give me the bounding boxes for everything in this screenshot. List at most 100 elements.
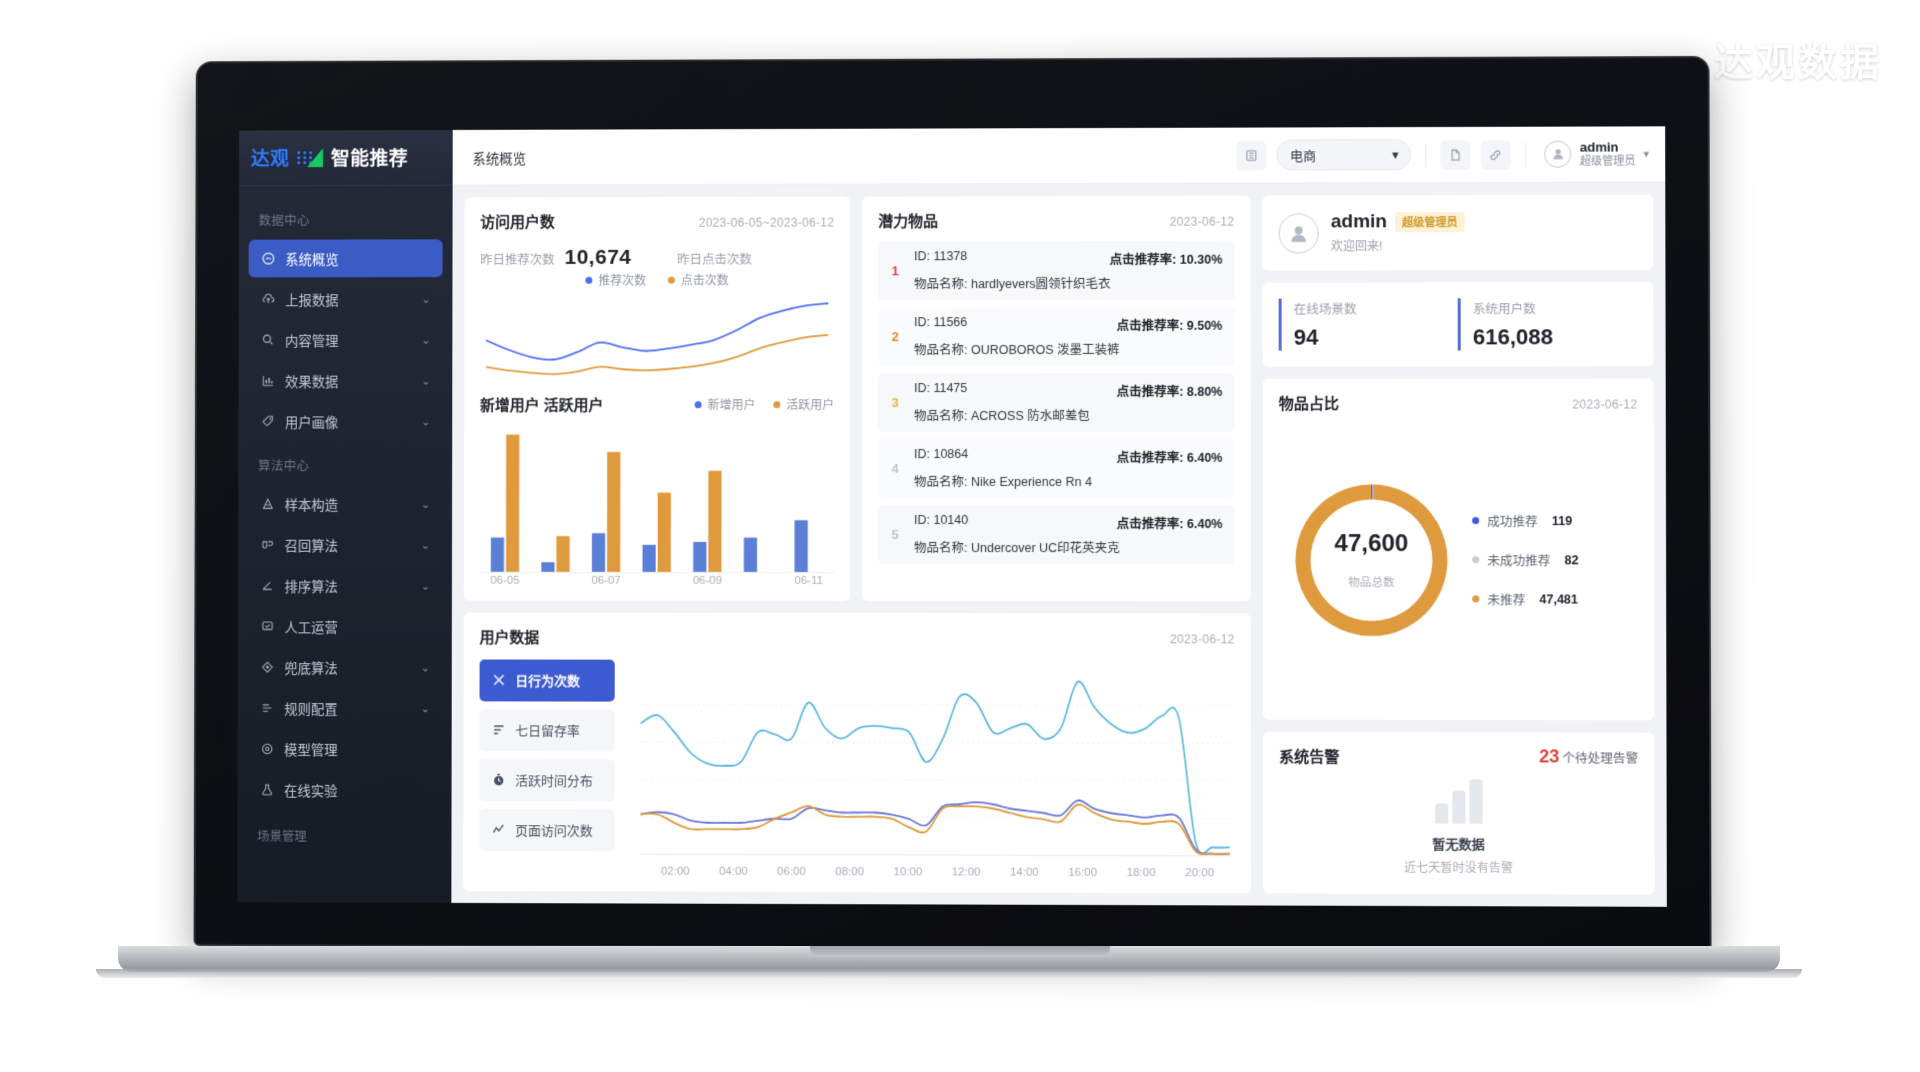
bar-title-new: 新增用户: [479, 397, 540, 415]
sidebar-item-内容管理[interactable]: 内容管理 ⌄: [248, 321, 442, 359]
dashboard-grid: 访问用户数 2023-06-05~2023-06-12 昨日推荐次数 10,67…: [451, 183, 1666, 907]
sidebar-item-上报数据[interactable]: 上报数据 ⌄: [249, 280, 443, 318]
list-item[interactable]: 2 ID: 11566 点击推荐率: 9.50% 物品名称: OUROBOROS 泼墨…: [878, 306, 1235, 367]
sidebar-item-人工运营[interactable]: 人工运营: [248, 607, 442, 645]
scene-select[interactable]: 电商 ▾: [1276, 139, 1412, 171]
main-area: 系统概览 电商 ▾: [451, 126, 1667, 907]
tab-页面访问次数[interactable]: 页面访问次数: [479, 808, 615, 852]
legend-label: 点击次数: [680, 273, 729, 288]
manual-ops-icon: [260, 619, 275, 634]
topbar: 系统概览 电商 ▾: [452, 126, 1666, 186]
legend-label: 成功推荐: [1487, 515, 1538, 530]
list-item[interactable]: 5 ID: 10140 点击推荐率: 6.40% 物品名称: Undercover U…: [878, 504, 1235, 565]
list-item[interactable]: 3 ID: 11475 点击推荐率: 8.80% 物品名称: ACROSS 防水邮差包: [878, 372, 1235, 433]
donut-center-label: 47,600 物品总数: [1287, 475, 1456, 644]
card-title: 系统告警: [1279, 748, 1340, 767]
laptop-foot: [96, 969, 1802, 978]
recall-icon: [260, 537, 275, 552]
alert-count-suffix: 个待处理告警: [1562, 751, 1639, 766]
link-icon[interactable]: [1481, 139, 1512, 170]
experiment-icon: [259, 782, 274, 797]
topbar-actions: 电商 ▾: [1236, 138, 1650, 171]
sample-icon: [260, 497, 275, 512]
axis-tick: 14:00: [1009, 866, 1039, 879]
kpi-label-recommend: 昨日推荐次数: [480, 253, 555, 268]
legend-value: 119: [1551, 513, 1573, 528]
sidebar-item-用户画像[interactable]: 用户画像 ⌄: [248, 402, 442, 440]
kpi-row: 昨日推荐次数 10,674 昨日点击次数: [480, 245, 834, 270]
empty-state: 暂无数据 近七天暂时没有告警: [1279, 767, 1638, 881]
sidebar-item-样本构造[interactable]: 样本构造 ⌄: [248, 485, 442, 523]
laptop-base-notch: [810, 946, 1110, 957]
user-behavior-svg: [628, 659, 1234, 865]
sidebar-logo[interactable]: 达观 智能推荐: [238, 129, 453, 187]
item-body: ID: 10864 点击推荐率: 6.40% 物品名称: Nike Experien…: [914, 447, 1223, 490]
legend-dot: [585, 276, 593, 284]
grid-icon[interactable]: [1236, 140, 1267, 171]
sidebar-nav: 数据中心 系统概览: [237, 186, 452, 903]
avatar: [1544, 140, 1572, 168]
legend-item: 成功推荐 119: [1472, 511, 1578, 530]
tab-活跃时间分布[interactable]: 活跃时间分布: [479, 758, 615, 802]
empty-subtitle: 近七天暂时没有告警: [1404, 860, 1514, 876]
card-title: 用户数据: [479, 629, 540, 647]
list-item[interactable]: 1 ID: 11378 点击推荐率: 10.30% 物品名称: hardlyevers…: [878, 240, 1235, 301]
legend-dot: [694, 401, 702, 409]
item-rank: 4: [891, 461, 899, 477]
item-body: ID: 11475 点击推荐率: 8.80% 物品名称: ACROSS 防水邮差包: [914, 381, 1222, 424]
new-active-users-bar-chart: [480, 419, 834, 573]
brand-watermark: 达观数据 DATA GRAND: [1714, 44, 1882, 110]
visit-sparkline-svg: [480, 292, 834, 384]
user-data-tabs: 日行为次数 七日留存率: [479, 659, 615, 877]
item-id-row: ID: 11378 点击推荐率: 10.30%: [914, 249, 1222, 269]
sidebar-item-兜底算法[interactable]: 兜底算法 ⌄: [248, 648, 442, 686]
card-date: 2023-06-12: [1572, 397, 1638, 412]
item-rate: 点击推荐率: 9.50%: [1116, 318, 1223, 333]
breadcrumb: 系统概览: [472, 151, 527, 167]
tab-label: 活跃时间分布: [515, 773, 593, 789]
tab-七日留存率[interactable]: 七日留存率: [479, 708, 615, 752]
user-data-body: 日行为次数 七日留存率: [479, 659, 1235, 879]
nav-group-algo-center: 算法中心: [258, 459, 310, 474]
axis-tick: [733, 574, 784, 586]
card-header: 访问用户数 2023-06-05~2023-06-12: [480, 211, 834, 233]
user-menu[interactable]: admin 超级管理员 ▾: [1541, 139, 1650, 168]
sidebar-item-在线实验[interactable]: 在线实验: [247, 771, 441, 809]
welcome-subtitle: 欢迎回来!: [1330, 239, 1383, 254]
card-date-range: 2023-06-05~2023-06-12: [698, 215, 835, 230]
axis-tick: [631, 574, 682, 586]
stat-value: 94: [1293, 324, 1319, 350]
sidebar-item-效果数据[interactable]: 效果数据 ⌄: [248, 362, 442, 400]
item-name: 物品名称: Undercover UC印花英夹克: [914, 540, 1120, 556]
axis-tick: [530, 574, 581, 586]
document-icon[interactable]: [1440, 139, 1472, 170]
stat-label: 系统用户数: [1472, 302, 1536, 317]
sidebar-item-排序算法[interactable]: 排序算法 ⌄: [248, 567, 442, 605]
laptop-lid: 达观 智能推荐 数据中心: [193, 55, 1712, 952]
sidebar-item-召回算法[interactable]: 召回算法 ⌄: [248, 526, 442, 564]
sidebar-item-label: 模型管理: [284, 742, 338, 758]
item-rank: 1: [891, 263, 899, 279]
sidebar-item-系统概览[interactable]: 系统概览: [248, 239, 443, 278]
chevron-down-icon: ⌄: [421, 415, 431, 428]
item-rate: 点击推荐率: 6.40%: [1116, 517, 1223, 532]
logo-mark-icon: [297, 147, 324, 168]
sidebar-item-模型管理[interactable]: 模型管理: [247, 730, 441, 768]
search-icon: [260, 333, 275, 348]
item-rate: 点击推荐率: 10.30%: [1109, 252, 1223, 267]
avatar: [1278, 212, 1319, 254]
rank-icon: [260, 578, 275, 593]
scene-select-value: 电商: [1289, 148, 1317, 164]
tab-日行为次数[interactable]: 日行为次数: [479, 659, 615, 702]
chevron-down-icon: ⌄: [421, 498, 431, 511]
item-ratio-donut-chart: 47,600 物品总数: [1287, 475, 1456, 644]
sidebar-item-规则配置[interactable]: 规则配置 ⌄: [248, 689, 442, 727]
axis-tick: 06-11: [794, 574, 823, 587]
item-rank: 2: [891, 329, 899, 345]
axis-tick: 08:00: [835, 866, 865, 879]
system-alert-card: 系统告警 23 个待处理告警: [1262, 731, 1655, 895]
tag-icon: [260, 414, 275, 429]
list-item[interactable]: 4 ID: 10864 点击推荐率: 6.40% 物品名称: Nike Experie…: [878, 438, 1235, 499]
card-date: 2023-06-12: [1170, 631, 1235, 646]
